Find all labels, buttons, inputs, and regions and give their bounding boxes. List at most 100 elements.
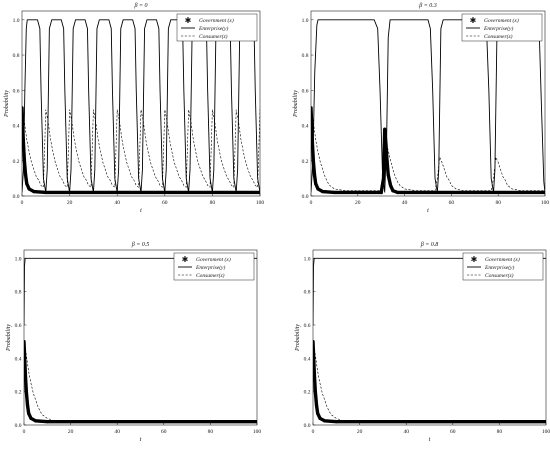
- legend-box: [461, 13, 543, 42]
- series-government-point: [449, 190, 453, 195]
- x-tick-label: 80: [210, 200, 216, 206]
- series-government-point: [25, 182, 29, 186]
- series-government-point: [24, 356, 27, 360]
- legend-entry: Enterprise(y): [483, 25, 513, 32]
- series-enterprise-line: [22, 19, 260, 193]
- series-government-line: [24, 339, 257, 424]
- x-tick-label: 60: [161, 429, 167, 435]
- series-government-line: [22, 106, 260, 195]
- series-enterprise-line: [311, 19, 545, 193]
- x-axis-label: t: [429, 437, 431, 443]
- series-group: [24, 257, 257, 424]
- x-axis-label: t: [427, 208, 429, 214]
- legend-marker-government-icon: ✱: [471, 255, 478, 264]
- y-tick-label: 0.6: [304, 323, 311, 329]
- plot-frame: [312, 249, 547, 426]
- legend-box: [462, 252, 544, 281]
- series-government-point: [316, 187, 320, 191]
- legend-entry: Government (x): [484, 17, 519, 24]
- series-government-point: [29, 416, 33, 420]
- y-tick-label: 0.8: [304, 290, 311, 296]
- panel-title: β = 0: [133, 3, 147, 9]
- series-government-point: [32, 189, 36, 194]
- x-axis-label: t: [140, 208, 142, 214]
- series-government-point: [334, 420, 338, 424]
- series-government-point: [34, 419, 38, 423]
- series-government-point: [316, 411, 320, 415]
- x-tick-label: 100: [541, 200, 550, 206]
- series-government-point: [358, 420, 362, 424]
- series-government-point: [391, 189, 395, 193]
- legend: ✱ Government (x)Enterprise(y)Consumer(z): [461, 13, 543, 42]
- x-tick-label: 20: [355, 200, 361, 206]
- series-government-point: [27, 187, 31, 191]
- y-tick-label: 0.2: [302, 159, 309, 165]
- series-government-point: [323, 419, 327, 423]
- chart-panel-3: β = 0.5 0 20 40 60 80 100 0.0 0.2 0.4 0.6 0.8 1.0 t Pr…: [6, 242, 261, 443]
- x-tick-label: 100: [253, 429, 262, 435]
- series-consumer-line: [22, 107, 260, 188]
- y-tick-label: 0.4: [13, 124, 20, 130]
- x-tick-label: 40: [114, 429, 120, 435]
- y-tick-label: 0.2: [304, 390, 311, 396]
- series-government-point: [23, 173, 28, 177]
- x-tick-label: 20: [357, 429, 363, 435]
- x-tick-label: 100: [256, 200, 265, 206]
- x-tick-label: 0: [312, 429, 315, 435]
- panel-title: β = 0.3: [418, 3, 437, 9]
- series-government-point: [22, 123, 25, 128]
- series-government-point: [496, 190, 500, 195]
- series-government-point: [426, 190, 430, 195]
- legend-entry: Consumer(z): [484, 33, 513, 40]
- y-tick-label: 0.6: [13, 88, 20, 94]
- series-government-point: [69, 420, 73, 424]
- series-government-point: [379, 190, 383, 195]
- y-tick-label: 0.8: [302, 53, 309, 59]
- series-consumer-line: [313, 341, 546, 422]
- legend-entry: Enterprise(y): [484, 264, 514, 271]
- y-axis-label: Probability: [293, 90, 299, 118]
- series-government-point: [544, 420, 546, 424]
- series-group: [311, 19, 545, 195]
- series-government-point: [208, 420, 212, 424]
- legend-entry: Consumer(z): [485, 272, 514, 279]
- series-government-point: [395, 190, 400, 195]
- series-consumer-line: [24, 341, 257, 422]
- series-government-point: [388, 183, 393, 188]
- series-government-point: [356, 190, 360, 195]
- series-government-line: [313, 339, 546, 424]
- series-government-line: [311, 106, 545, 195]
- series-government-point: [312, 173, 317, 177]
- panel-title: β = 0.8: [420, 242, 439, 248]
- series-government-point: [24, 390, 28, 394]
- series-government-point: [383, 127, 387, 131]
- legend-marker-government-icon: ✱: [470, 16, 477, 25]
- series-government-point: [332, 190, 336, 195]
- legend: ✱ Government (x)Enterprise(y)Consumer(z): [176, 13, 258, 42]
- series-government-point: [386, 173, 390, 177]
- plot-frame: [310, 10, 546, 197]
- series-consumer-line: [311, 107, 545, 192]
- y-tick-label: 0.2: [13, 159, 20, 165]
- series-government-point: [24, 373, 27, 377]
- x-tick-label: 40: [402, 200, 408, 206]
- x-tick-label: 0: [23, 429, 26, 435]
- series-government-point: [255, 420, 257, 424]
- x-tick-label: 80: [495, 200, 501, 206]
- series-government-point: [497, 420, 501, 424]
- series-government-point: [318, 416, 322, 420]
- legend-entry: Enterprise(y): [198, 25, 228, 32]
- legend: ✱ Government (x)Enterprise(y)Consumer(z): [173, 252, 255, 281]
- x-tick-label: 0: [21, 200, 24, 206]
- x-tick-label: 0: [310, 200, 313, 206]
- series-government-point: [520, 190, 524, 195]
- series-government-point: [45, 420, 49, 424]
- series-government-point: [321, 189, 325, 194]
- x-tick-label: 60: [449, 200, 455, 206]
- y-axis-label: Probability: [4, 90, 10, 118]
- y-axis-label: Probability: [295, 324, 301, 352]
- y-axis-label: Probability: [6, 324, 12, 352]
- series-group: [22, 19, 260, 195]
- series-enterprise-line: [24, 257, 257, 326]
